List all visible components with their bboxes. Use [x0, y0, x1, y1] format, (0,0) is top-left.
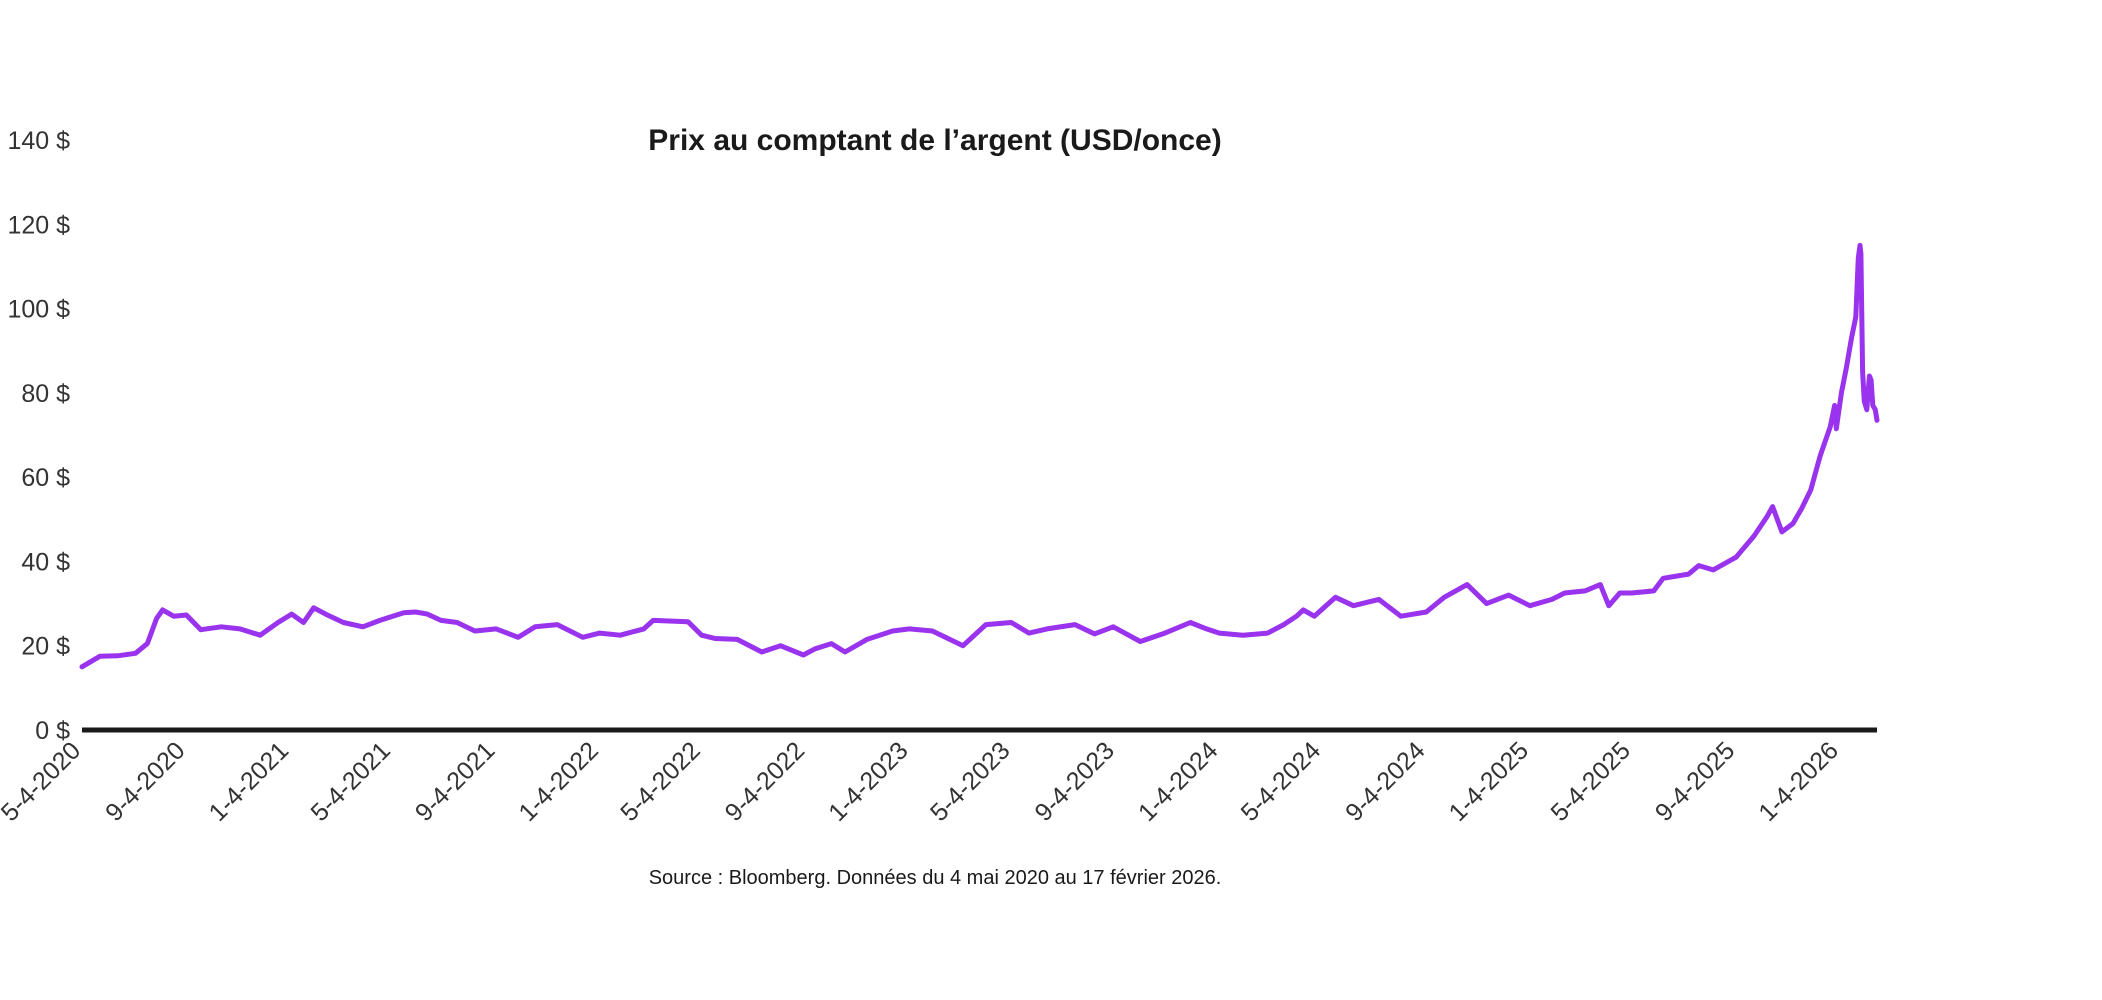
x-tick-label: 9-4-2021	[410, 736, 501, 827]
x-tick-label: 5-4-2023	[925, 736, 1016, 827]
x-tick-label: 1-4-2025	[1444, 736, 1535, 827]
x-tick-label: 1-4-2023	[823, 736, 914, 827]
series-line	[79, 242, 1880, 670]
x-tick-label: 9-4-2024	[1340, 736, 1431, 827]
y-tick-label: 20 $	[21, 633, 70, 661]
y-axis: 0 $ 20 $ 40 $ 60 $ 80 $ 100 $ 120 $ 140 $	[7, 127, 70, 745]
x-tick-label: 5-4-2024	[1236, 736, 1327, 827]
x-tick-label: 5-4-2020	[0, 736, 86, 827]
x-tick-label: 9-4-2025	[1650, 736, 1741, 827]
y-tick-label: 120 $	[7, 211, 70, 239]
x-tick-label: 9-4-2020	[100, 736, 191, 827]
x-axis: 5-4-2020 9-4-2020 1-4-2021 5-4-2021 9-4-2021…	[0, 736, 1844, 827]
y-tick-label: 0 $	[35, 717, 70, 745]
x-tick-label: 9-4-2022	[720, 736, 811, 827]
x-tick-label: 1-4-2022	[513, 736, 604, 827]
x-tick-label: 5-4-2022	[615, 736, 706, 827]
source-note: Source : Bloomberg. Données du 4 mai 202…	[649, 867, 1222, 889]
x-tick-label: 1-4-2026	[1753, 736, 1844, 827]
y-tick-label: 60 $	[21, 464, 70, 492]
y-tick-label: 40 $	[21, 548, 70, 576]
y-tick-label: 80 $	[21, 380, 70, 408]
y-tick-label: 100 $	[7, 296, 70, 324]
chart-title: Prix au comptant de l’argent (USD/once)	[648, 124, 1221, 157]
x-tick-label: 1-4-2024	[1133, 736, 1224, 827]
x-tick-label: 9-4-2023	[1029, 736, 1120, 827]
y-tick-label: 140 $	[7, 127, 70, 155]
x-tick-label: 5-4-2021	[305, 736, 396, 827]
x-tick-label: 1-4-2021	[204, 736, 295, 827]
x-tick-label: 5-4-2025	[1545, 736, 1636, 827]
